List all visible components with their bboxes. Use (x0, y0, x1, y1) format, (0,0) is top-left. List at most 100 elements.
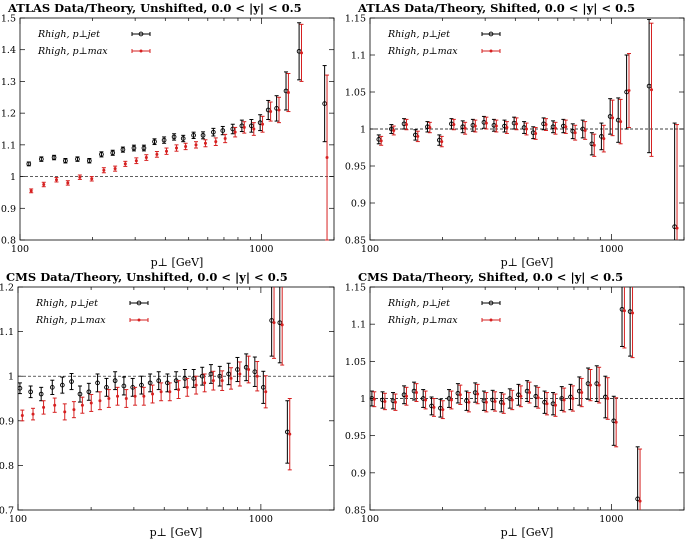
data-point (414, 391, 418, 395)
data-point (280, 323, 284, 327)
data-point (177, 388, 181, 392)
data-point (265, 107, 271, 113)
data-point (191, 132, 196, 138)
data-point (580, 391, 584, 395)
data-point (288, 432, 292, 436)
data-point (95, 380, 100, 386)
data-point (252, 127, 256, 131)
x-tick-label: 1000 (249, 514, 273, 525)
series-max (379, 22, 680, 240)
data-point (404, 394, 408, 398)
data-point (553, 126, 557, 130)
chart-title: ATLAS Data/Theory, Shifted, 0.0 < |y| < … (357, 1, 635, 15)
data-point (98, 399, 102, 403)
y-tick-label: 1.15 (345, 283, 366, 294)
y-tick-label: 1.05 (345, 357, 366, 368)
data-point (606, 397, 610, 400)
data-point (80, 403, 84, 407)
data-point (536, 396, 540, 400)
data-point (379, 139, 383, 143)
data-point (611, 116, 615, 120)
data-point (264, 390, 268, 394)
data-point (123, 162, 127, 166)
data-point (493, 399, 497, 403)
legend-marker (137, 318, 141, 322)
data-point (505, 126, 509, 130)
chart-title: ATLAS Data/Theory, Unshifted, 0.0 < |y| … (7, 1, 302, 15)
data-point (428, 126, 432, 130)
data-point (99, 152, 104, 157)
y-tick-label: 1 (10, 172, 16, 183)
data-point (78, 175, 82, 179)
data-point (63, 410, 67, 414)
data-point (159, 390, 163, 394)
legend-marker (136, 300, 142, 306)
y-tick-label: 1 (360, 394, 366, 405)
plot-frame (19, 17, 335, 241)
data-point (147, 380, 153, 386)
data-point (112, 378, 118, 384)
data-point (559, 396, 565, 401)
data-point (152, 139, 157, 145)
data-point (524, 388, 530, 394)
data-point (393, 400, 397, 404)
x-tick-label: 100 (361, 244, 379, 255)
data-point (121, 383, 127, 389)
data-point (646, 83, 652, 89)
x-tick-label: 100 (9, 514, 27, 525)
data-point (534, 131, 538, 135)
data-point (638, 499, 642, 503)
data-point (194, 143, 198, 147)
data-point (211, 129, 216, 135)
legend-label: Rhigh, p⊥jet (37, 29, 100, 40)
data-point (524, 127, 528, 131)
data-point (142, 394, 146, 398)
data-point (72, 408, 76, 412)
data-point (564, 125, 568, 129)
y-tick-label: 1.1 (351, 51, 366, 62)
data-point (104, 385, 109, 390)
chart-panel-3: CMS Data/Theory, Shifted, 0.0 < |y| < 0.… (345, 270, 685, 539)
data-point (69, 379, 74, 384)
legend-label: Rhigh, p⊥max (387, 46, 458, 57)
data-point (17, 385, 23, 391)
x-tick-label: 100 (11, 244, 29, 255)
data-point (440, 140, 444, 144)
data-point (38, 156, 44, 162)
y-tick-label: 1.4 (1, 45, 16, 56)
data-point (473, 124, 477, 128)
data-point (214, 140, 218, 144)
y-tick-label: 0.7 (0, 506, 14, 517)
data-point (544, 123, 548, 127)
legend-label: Rhigh, p⊥max (387, 315, 458, 326)
y-tick-label: 1.2 (0, 283, 14, 294)
chart-title: CMS Data/Theory, Unshifted, 0.0 < |y| < … (6, 270, 288, 284)
y-tick-label: 1.3 (1, 77, 16, 88)
y-tick-label: 1.05 (345, 88, 366, 99)
data-point (494, 124, 498, 128)
x-axis-label: p⊥ [GeV] (150, 526, 203, 539)
series-jet (26, 22, 327, 167)
data-point (570, 128, 576, 134)
legend-label: Rhigh, p⊥max (37, 46, 108, 57)
data-point (583, 128, 587, 132)
data-point (611, 418, 617, 424)
data-point (484, 121, 488, 125)
data-point (185, 385, 189, 389)
data-point (592, 143, 596, 147)
data-point (484, 400, 488, 404)
data-point (77, 391, 83, 397)
data-point (649, 88, 653, 92)
data-point (614, 420, 618, 424)
data-point (134, 159, 138, 163)
x-axis-label: p⊥ [GeV] (501, 526, 554, 539)
data-point (144, 156, 148, 160)
data-point (110, 150, 116, 156)
data-point (255, 374, 259, 378)
data-point (139, 382, 144, 388)
data-point (124, 397, 128, 400)
data-point (274, 106, 279, 111)
data-point (619, 306, 625, 312)
data-point (277, 108, 281, 112)
